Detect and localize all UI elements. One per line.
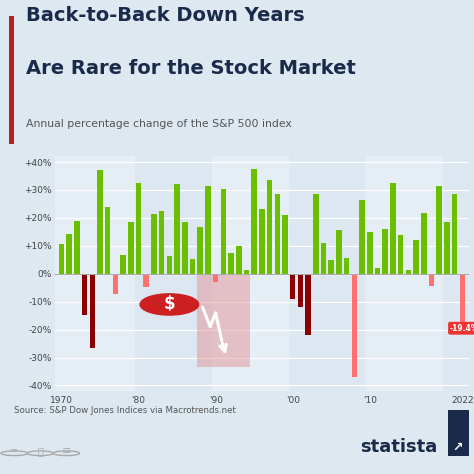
Bar [113,274,118,294]
Bar [452,193,457,274]
Bar [366,156,443,391]
Bar [128,222,134,274]
Bar [428,274,434,286]
Bar [259,210,264,274]
Bar [406,270,411,274]
Bar [220,189,226,274]
Bar [444,222,450,274]
Bar [413,240,419,274]
Bar [375,268,380,274]
Bar [120,255,126,274]
Bar [198,227,203,274]
Bar [437,186,442,274]
Bar [282,215,288,274]
Bar [212,156,289,391]
Bar [398,236,403,274]
Bar [58,156,135,391]
Bar [136,183,141,274]
Bar [274,194,280,274]
Bar [336,229,342,274]
Bar [228,253,234,274]
Bar [59,244,64,274]
Bar [289,156,366,391]
Bar [251,169,257,274]
Bar [66,234,72,274]
Bar [367,232,373,274]
Bar [135,156,212,391]
Bar [90,274,95,348]
Bar [305,274,311,336]
Bar [236,246,242,274]
Text: Annual percentage change of the S&P 500 index: Annual percentage change of the S&P 500 … [26,119,292,129]
Bar [460,274,465,328]
Bar [352,274,357,377]
Bar [298,274,303,307]
Bar [82,274,87,315]
Text: statista: statista [360,438,438,456]
Bar [383,229,388,274]
Bar [144,274,149,287]
Text: ≡: ≡ [62,446,71,456]
Bar [244,270,249,274]
Text: Back-to-Back Down Years: Back-to-Back Down Years [26,6,305,25]
Bar [190,259,195,274]
Bar [182,222,188,274]
Circle shape [140,294,199,315]
Bar [159,211,164,274]
Text: ↗: ↗ [453,441,463,454]
Bar [443,156,469,391]
Bar [421,213,427,274]
Bar [197,274,249,367]
Text: Are Rare for the Stock Market: Are Rare for the Stock Market [26,59,356,78]
Bar [213,274,219,283]
Bar [390,183,396,274]
Text: -19.4%: -19.4% [450,324,474,333]
Text: cc: cc [10,448,18,453]
Bar [290,274,295,299]
Bar [344,258,349,274]
Bar [105,207,110,274]
Bar [328,260,334,274]
Bar [74,221,80,274]
Bar [448,410,469,456]
Bar [9,16,14,144]
Bar [321,243,326,274]
Text: Source: S&P Dow Jones Indices via Macrotrends.net: Source: S&P Dow Jones Indices via Macrot… [14,406,236,415]
Bar [151,214,157,274]
Text: $: $ [164,295,175,313]
Bar [97,170,103,274]
Bar [267,181,273,274]
Bar [313,193,319,274]
Bar [359,200,365,274]
Bar [166,256,172,274]
Bar [205,186,211,274]
Bar [174,184,180,274]
Text: ⓘ: ⓘ [37,446,43,456]
